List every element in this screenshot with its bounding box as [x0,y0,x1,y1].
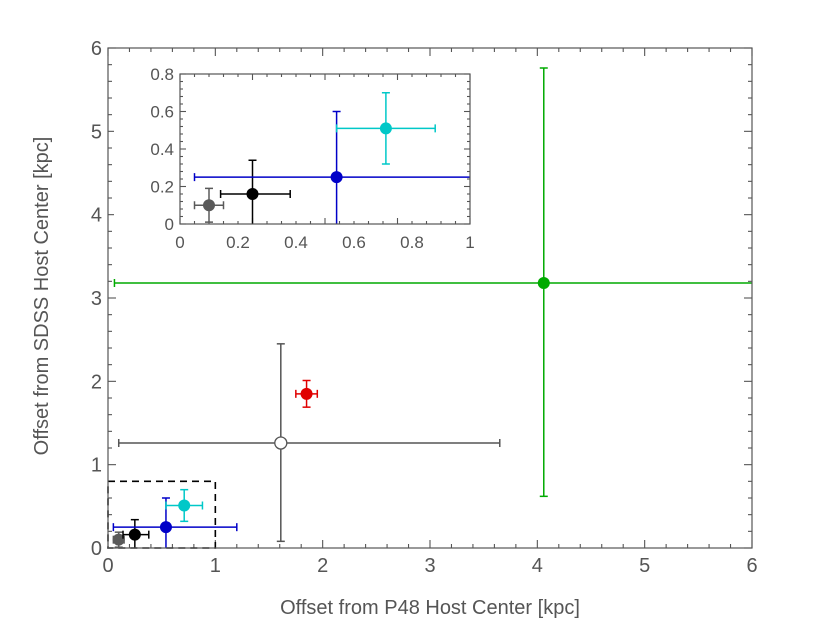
y-tick-label: 0 [165,215,174,234]
x-tick-label: 1 [465,233,474,252]
main-tick-labels: 0 1 2 3 4 5 6 0 1 2 3 4 5 6 [91,38,758,577]
y-axis-title: Offset from SDSS Host Center [kpc] [31,137,53,456]
point-marker [379,122,392,135]
y-tick-label: 0.6 [150,103,174,122]
inset-background [114,60,484,256]
y-tick-label: 3 [91,288,102,310]
x-tick-label: 0 [175,233,184,252]
data-point-cyan [165,488,204,523]
x-axis-title: Offset from P48 Host Center [kpc] [280,597,580,619]
y-tick-label: 2 [91,371,102,393]
y-tick-label: 0.4 [150,140,174,159]
x-tick-label: 0 [102,555,113,577]
y-tick-label: 6 [91,38,102,60]
x-tick-label: 0.4 [284,233,308,252]
point-marker [159,521,172,534]
data-point-gray [193,187,225,223]
data-point-red [295,379,319,408]
data-point-blue [112,497,238,548]
point-marker [537,277,550,289]
x-tick-label: 3 [424,555,435,577]
y-tick-label: 5 [91,121,102,143]
x-tick-label: 2 [317,555,328,577]
point-marker [300,387,313,400]
x-tick-label: 4 [532,555,543,577]
data-point-black [219,159,291,224]
inset-data-points [193,92,470,224]
y-tick-label: 0.8 [150,65,174,84]
data-point-white [117,343,501,543]
x-tick-label: 0.6 [342,233,366,252]
data-point-cyan [335,92,436,165]
inset-tick-labels: 0 0.2 0.4 0.6 0.8 1 0 0.2 0.4 0.6 0.8 [150,65,474,252]
data-point-gray [112,531,125,548]
y-tick-label: 4 [91,205,102,227]
main-plot-frame [107,47,753,549]
x-tick-label: 0.2 [226,233,250,252]
inset-plot-frame [179,73,471,225]
data-point-black [122,518,150,548]
point-marker [178,499,191,512]
point-marker [128,528,141,541]
data-point-green [113,67,752,498]
y-tick-label: 0 [91,538,102,560]
point-marker [246,188,259,200]
x-tick-label: 0.8 [400,233,424,252]
y-tick-label: 1 [91,455,102,477]
point-marker [330,171,343,184]
main-data-points [112,67,752,548]
point-marker [274,436,288,450]
point-marker [203,199,215,212]
x-tick-label: 6 [746,555,757,577]
point-marker [112,533,125,546]
x-tick-label: 5 [639,555,650,577]
x-tick-label: 1 [210,555,221,577]
y-tick-label: 0.2 [150,178,174,197]
